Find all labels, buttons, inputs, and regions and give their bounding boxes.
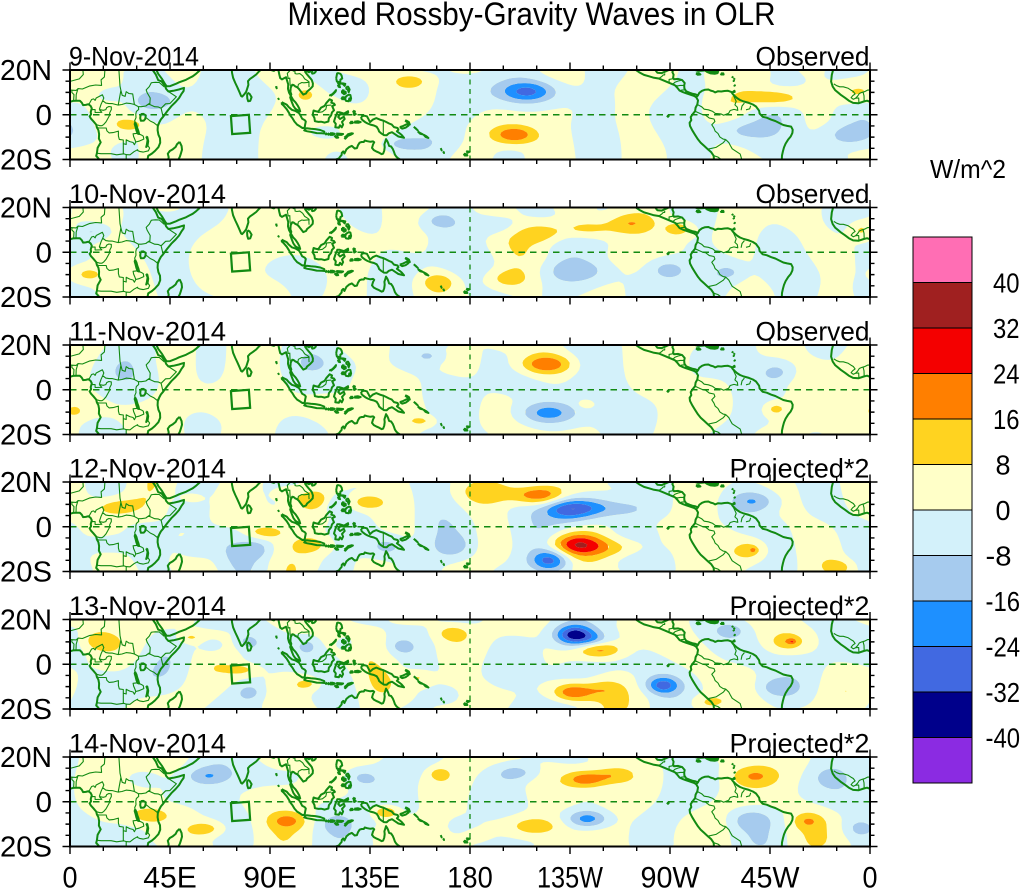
svg-text:10-Nov-2014: 10-Nov-2014 xyxy=(69,179,226,209)
svg-text:20S: 20S xyxy=(0,282,52,314)
svg-text:Mixed Rossby-Gravity Waves in: Mixed Rossby-Gravity Waves in OLR xyxy=(288,0,776,32)
svg-text:0: 0 xyxy=(63,862,78,891)
svg-text:32: 32 xyxy=(993,313,1020,344)
svg-text:20N: 20N xyxy=(0,330,52,362)
svg-text:0: 0 xyxy=(996,495,1011,526)
svg-text:-8: -8 xyxy=(986,541,1012,572)
svg-text:20S: 20S xyxy=(0,420,52,452)
svg-text:14-Nov-2014: 14-Nov-2014 xyxy=(69,729,226,759)
svg-text:0: 0 xyxy=(36,512,53,544)
svg-text:90W: 90W xyxy=(641,862,701,891)
svg-text:-32: -32 xyxy=(986,677,1021,708)
svg-text:20N: 20N xyxy=(0,467,52,499)
svg-text:8: 8 xyxy=(996,450,1011,481)
svg-text:9-Nov-2014: 9-Nov-2014 xyxy=(69,42,199,72)
svg-text:0: 0 xyxy=(36,375,53,407)
svg-text:45W: 45W xyxy=(741,862,801,891)
svg-text:0: 0 xyxy=(36,787,53,819)
svg-text:Observed: Observed xyxy=(756,42,870,72)
svg-text:20S: 20S xyxy=(0,145,52,177)
svg-text:16: 16 xyxy=(993,404,1020,435)
svg-text:20N: 20N xyxy=(0,742,52,774)
svg-text:135E: 135E xyxy=(340,862,400,891)
svg-text:20N: 20N xyxy=(0,605,52,637)
svg-text:0: 0 xyxy=(863,862,878,891)
svg-text:20N: 20N xyxy=(0,193,52,225)
svg-text:135W: 135W xyxy=(537,862,604,891)
svg-text:20S: 20S xyxy=(0,832,52,864)
svg-text:13-Nov-2014: 13-Nov-2014 xyxy=(69,591,226,621)
svg-text:12-Nov-2014: 12-Nov-2014 xyxy=(69,454,226,484)
svg-text:Observed: Observed xyxy=(756,179,870,209)
svg-text:180: 180 xyxy=(447,862,493,891)
svg-text:11-Nov-2014: 11-Nov-2014 xyxy=(69,317,226,347)
svg-text:20S: 20S xyxy=(0,557,52,589)
svg-text:20N: 20N xyxy=(0,55,52,87)
svg-text:90E: 90E xyxy=(243,862,297,891)
svg-text:W/m^2: W/m^2 xyxy=(930,154,1006,184)
svg-text:0: 0 xyxy=(36,237,53,269)
svg-text:0: 0 xyxy=(36,649,53,681)
svg-text:24: 24 xyxy=(993,359,1020,390)
svg-text:Observed: Observed xyxy=(756,317,870,347)
svg-text:0: 0 xyxy=(36,100,53,132)
svg-text:Projected*2: Projected*2 xyxy=(730,454,870,484)
svg-text:-24: -24 xyxy=(986,632,1021,663)
svg-text:-16: -16 xyxy=(986,586,1021,617)
svg-text:Projected*2: Projected*2 xyxy=(730,591,870,621)
svg-text:40: 40 xyxy=(993,268,1020,299)
svg-text:20S: 20S xyxy=(0,694,52,726)
svg-text:-40: -40 xyxy=(986,723,1021,754)
svg-text:Projected*2: Projected*2 xyxy=(730,729,870,759)
svg-text:45E: 45E xyxy=(143,862,197,891)
